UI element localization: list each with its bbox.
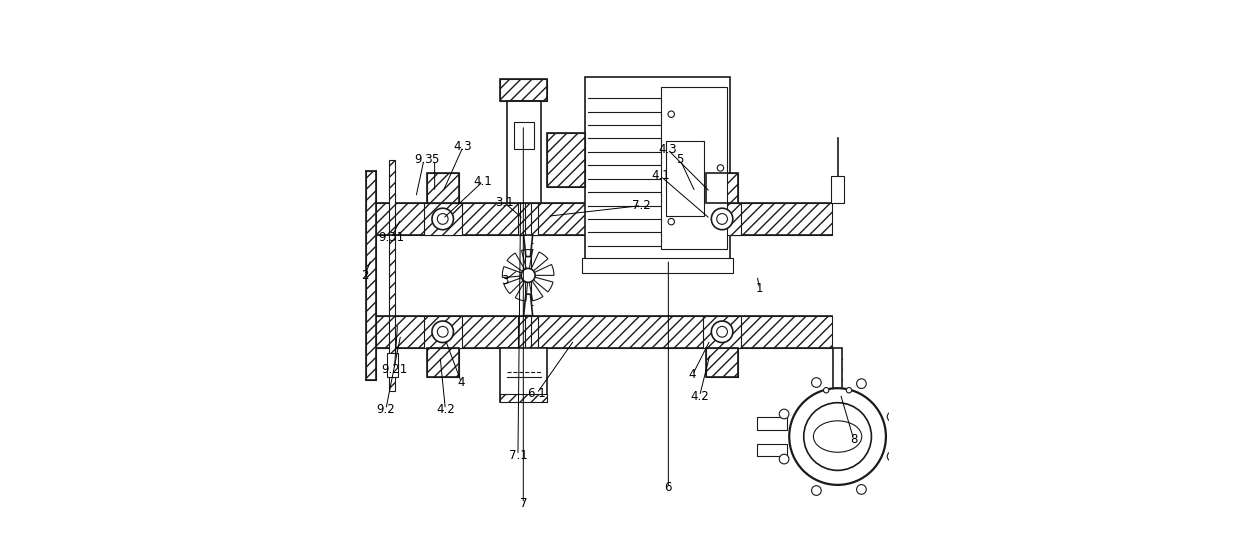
Text: 7: 7 [520,497,527,510]
Bar [706,173,738,203]
Circle shape [668,218,675,225]
Text: 2: 2 [361,269,368,282]
Bar [427,348,459,377]
Circle shape [846,388,852,393]
Text: 7.1: 7.1 [508,449,527,462]
Text: 4: 4 [688,368,697,381]
Bar [513,122,534,149]
Bar [500,79,548,101]
Circle shape [811,485,821,495]
Bar [500,79,548,101]
Circle shape [823,388,828,393]
Bar [371,316,832,348]
Circle shape [717,326,728,337]
Text: 4.3: 4.3 [454,140,472,153]
Text: 6.1: 6.1 [527,387,546,400]
Circle shape [857,484,867,494]
Circle shape [789,388,885,485]
Text: 9.31: 9.31 [378,231,404,244]
Circle shape [438,214,448,224]
Text: 5: 5 [432,153,439,166]
Bar [518,316,538,348]
Circle shape [888,451,897,461]
Bar [706,173,738,203]
Bar [507,101,541,203]
Text: 3: 3 [501,274,508,287]
Circle shape [717,165,724,171]
Circle shape [823,410,828,416]
Circle shape [432,321,454,342]
Bar [518,203,538,235]
Bar [703,203,740,235]
Bar [583,258,733,273]
Bar [424,316,461,348]
Bar [371,203,832,235]
Bar [427,348,459,377]
Circle shape [717,214,728,224]
Bar [666,141,703,217]
Text: 1: 1 [756,282,764,295]
Bar [831,176,844,203]
Text: 5: 5 [677,153,683,166]
Bar [366,171,376,380]
Circle shape [521,268,536,282]
Text: 9.2: 9.2 [377,403,396,416]
Bar [703,316,740,348]
Circle shape [811,377,821,387]
Circle shape [668,111,675,117]
Bar [661,87,728,248]
Bar [500,394,548,402]
Bar [427,173,459,203]
Text: 9.3: 9.3 [414,153,433,166]
Text: 3.1: 3.1 [495,197,513,210]
Bar [756,417,786,429]
Text: 9.21: 9.21 [381,363,408,376]
Circle shape [779,409,789,419]
Circle shape [826,390,849,414]
Text: 4.2: 4.2 [436,403,455,416]
Bar [548,133,585,187]
Polygon shape [523,235,533,256]
Bar [831,406,844,418]
Bar [424,203,461,235]
Circle shape [804,403,872,470]
Circle shape [846,410,852,416]
Text: 4.2: 4.2 [691,390,709,403]
Circle shape [712,321,733,342]
Bar [427,173,459,203]
Text: 6: 6 [665,481,672,494]
Circle shape [432,208,454,230]
Bar [833,348,842,391]
Bar [389,160,396,391]
Ellipse shape [813,421,862,453]
Bar [706,348,738,377]
Text: 4.3: 4.3 [658,143,677,156]
Text: 8: 8 [849,433,857,446]
Bar [548,133,585,187]
Circle shape [779,454,789,464]
Circle shape [857,379,867,388]
Polygon shape [523,294,533,316]
Text: 7.2: 7.2 [632,199,651,212]
Bar [500,348,548,402]
Circle shape [438,326,448,337]
Bar [585,77,730,259]
Text: 4.1: 4.1 [651,170,670,183]
Circle shape [888,412,897,422]
Text: 4.1: 4.1 [474,175,492,188]
Bar [756,443,786,456]
Bar [706,348,738,377]
Text: 4: 4 [458,376,465,389]
Bar [387,353,398,377]
Circle shape [712,208,733,230]
